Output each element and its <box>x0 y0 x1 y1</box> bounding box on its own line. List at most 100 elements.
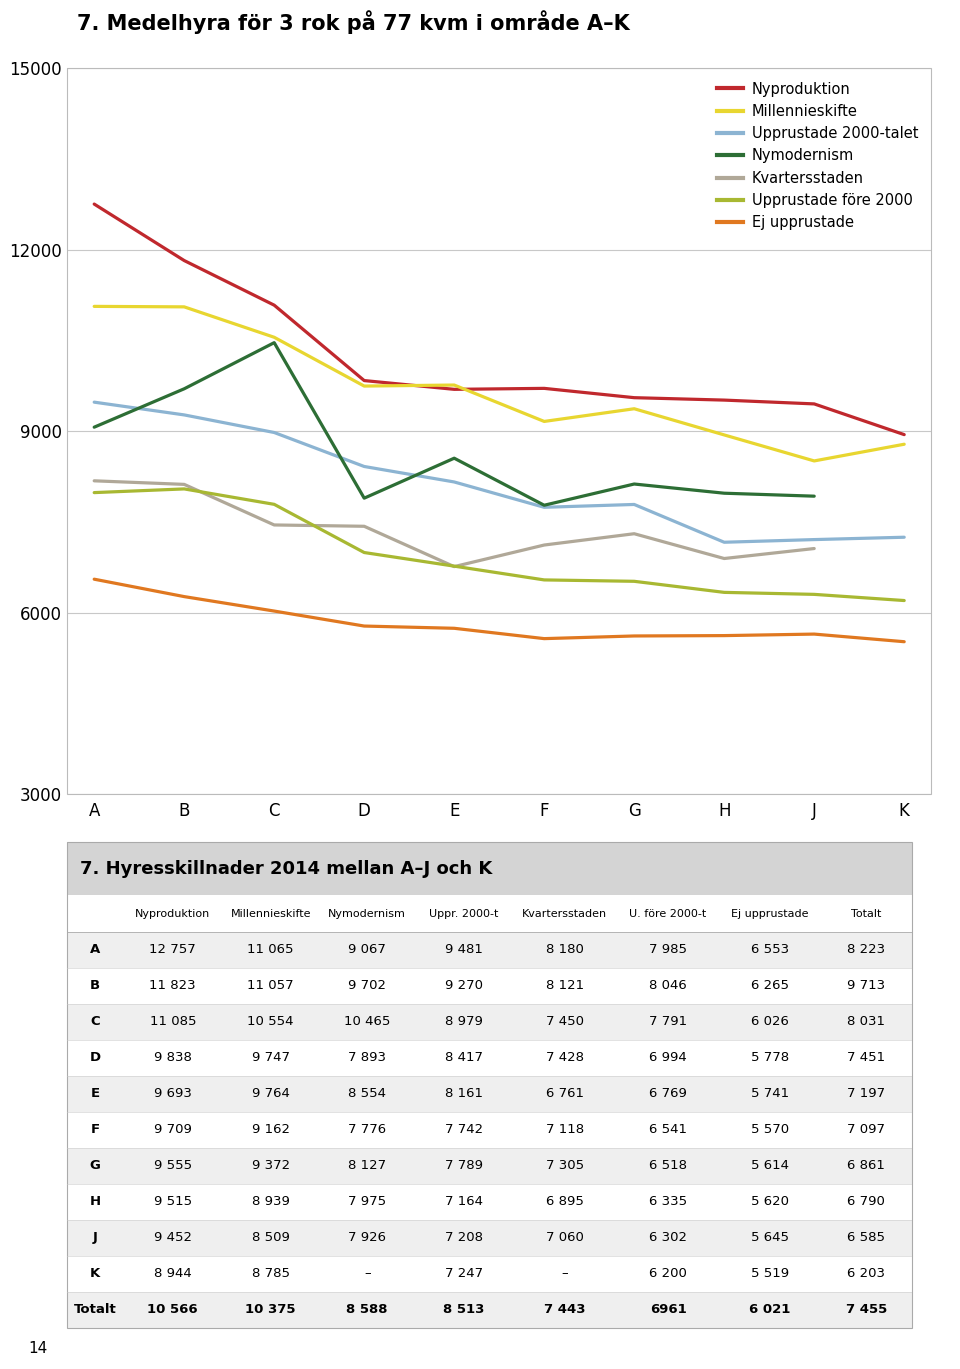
Text: 8 509: 8 509 <box>252 1231 290 1244</box>
Text: C: C <box>90 1016 100 1028</box>
Bar <box>67 968 912 1003</box>
Text: 7 247: 7 247 <box>444 1268 483 1280</box>
Text: U. före 2000-t: U. före 2000-t <box>630 909 707 919</box>
Text: 6 265: 6 265 <box>751 979 789 993</box>
Text: 9 709: 9 709 <box>154 1124 192 1136</box>
Text: 5 614: 5 614 <box>751 1160 789 1172</box>
Text: 8 161: 8 161 <box>444 1087 483 1101</box>
Text: 6 994: 6 994 <box>649 1051 687 1064</box>
Text: Totalt: Totalt <box>74 1303 116 1317</box>
Text: 9 693: 9 693 <box>154 1087 192 1101</box>
Text: Uppr. 2000-t: Uppr. 2000-t <box>429 909 498 919</box>
Text: –: – <box>562 1268 568 1280</box>
Text: B: B <box>90 979 100 993</box>
Bar <box>67 1112 912 1147</box>
Text: 11 057: 11 057 <box>248 979 294 993</box>
Text: 7. Hyresskillnader 2014 mellan A–J och K: 7. Hyresskillnader 2014 mellan A–J och K <box>80 860 492 878</box>
Text: 7 097: 7 097 <box>848 1124 885 1136</box>
Text: 8 031: 8 031 <box>848 1016 885 1028</box>
Text: 6 302: 6 302 <box>649 1231 687 1244</box>
Text: 6 541: 6 541 <box>649 1124 687 1136</box>
Text: Totalt: Totalt <box>852 909 881 919</box>
Bar <box>67 932 912 968</box>
Text: 10 465: 10 465 <box>344 1016 391 1028</box>
Text: 7 791: 7 791 <box>649 1016 687 1028</box>
Text: 7 450: 7 450 <box>545 1016 584 1028</box>
Text: 9 515: 9 515 <box>154 1195 192 1209</box>
Text: 6 553: 6 553 <box>751 943 789 957</box>
Text: 8 046: 8 046 <box>649 979 687 993</box>
Text: 6 335: 6 335 <box>649 1195 687 1209</box>
Text: 6 518: 6 518 <box>649 1160 687 1172</box>
Text: 7 789: 7 789 <box>444 1160 483 1172</box>
Text: 9 702: 9 702 <box>348 979 386 993</box>
Text: 7 443: 7 443 <box>544 1303 586 1317</box>
Text: 7 197: 7 197 <box>848 1087 885 1101</box>
Text: Kvartersstaden: Kvartersstaden <box>522 909 607 919</box>
Text: 8 588: 8 588 <box>347 1303 388 1317</box>
Text: 6961: 6961 <box>650 1303 686 1317</box>
Text: 7. Medelhyra för 3 rok på 77 kvm i område A–K: 7. Medelhyra för 3 rok på 77 kvm i områd… <box>77 11 630 34</box>
Text: 9 838: 9 838 <box>154 1051 192 1064</box>
Text: 5 620: 5 620 <box>751 1195 789 1209</box>
Text: 6 895: 6 895 <box>545 1195 584 1209</box>
Text: 7 118: 7 118 <box>545 1124 584 1136</box>
Text: K: K <box>90 1268 101 1280</box>
Bar <box>67 1040 912 1076</box>
Text: 9 270: 9 270 <box>444 979 483 993</box>
Text: 9 481: 9 481 <box>444 943 483 957</box>
Text: 10 375: 10 375 <box>246 1303 296 1317</box>
Text: Nyproduktion: Nyproduktion <box>135 909 210 919</box>
Bar <box>67 1255 912 1292</box>
Text: G: G <box>90 1160 101 1172</box>
Text: 7 060: 7 060 <box>545 1231 584 1244</box>
Text: E: E <box>90 1087 100 1101</box>
Text: D: D <box>89 1051 101 1064</box>
Bar <box>67 895 912 932</box>
Text: 8 939: 8 939 <box>252 1195 290 1209</box>
Text: –: – <box>364 1268 371 1280</box>
Text: 8 180: 8 180 <box>545 943 584 957</box>
Text: 7 926: 7 926 <box>348 1231 386 1244</box>
Text: 7 208: 7 208 <box>444 1231 483 1244</box>
Text: 8 554: 8 554 <box>348 1087 386 1101</box>
Text: Millennieskifte: Millennieskifte <box>230 909 311 919</box>
Text: 5 741: 5 741 <box>751 1087 789 1101</box>
Bar <box>67 1147 912 1184</box>
Text: 8 417: 8 417 <box>444 1051 483 1064</box>
Text: 6 861: 6 861 <box>848 1160 885 1172</box>
Text: 10 554: 10 554 <box>248 1016 294 1028</box>
Text: 6 585: 6 585 <box>848 1231 885 1244</box>
Text: 9 764: 9 764 <box>252 1087 290 1101</box>
Text: 9 713: 9 713 <box>848 979 885 993</box>
Bar <box>67 1003 912 1040</box>
Text: 8 127: 8 127 <box>348 1160 386 1172</box>
Text: 9 067: 9 067 <box>348 943 386 957</box>
Text: 7 164: 7 164 <box>444 1195 483 1209</box>
Text: Nymodernism: Nymodernism <box>328 909 406 919</box>
Legend: Nyproduktion, Millennieskifte, Upprustade 2000-talet, Nymodernism, Kvartersstade: Nyproduktion, Millennieskifte, Upprustad… <box>710 75 924 237</box>
Bar <box>67 1184 912 1220</box>
Text: 8 979: 8 979 <box>444 1016 483 1028</box>
Text: 9 747: 9 747 <box>252 1051 290 1064</box>
Text: 6 026: 6 026 <box>751 1016 789 1028</box>
Text: 14: 14 <box>29 1340 48 1355</box>
Bar <box>67 68 931 794</box>
Text: 6 769: 6 769 <box>649 1087 687 1101</box>
Text: 5 778: 5 778 <box>751 1051 789 1064</box>
Text: 7 742: 7 742 <box>444 1124 483 1136</box>
Text: 5 570: 5 570 <box>751 1124 789 1136</box>
Text: 9 162: 9 162 <box>252 1124 290 1136</box>
Text: 7 975: 7 975 <box>348 1195 386 1209</box>
Text: 7 428: 7 428 <box>545 1051 584 1064</box>
Text: 6 203: 6 203 <box>848 1268 885 1280</box>
Text: 11 065: 11 065 <box>248 943 294 957</box>
Bar <box>67 1292 912 1328</box>
Text: 6 790: 6 790 <box>848 1195 885 1209</box>
Bar <box>67 842 912 895</box>
Bar <box>67 1220 912 1255</box>
Text: 6 761: 6 761 <box>545 1087 584 1101</box>
Text: 12 757: 12 757 <box>150 943 196 957</box>
Text: 9 555: 9 555 <box>154 1160 192 1172</box>
Text: 11 085: 11 085 <box>150 1016 196 1028</box>
